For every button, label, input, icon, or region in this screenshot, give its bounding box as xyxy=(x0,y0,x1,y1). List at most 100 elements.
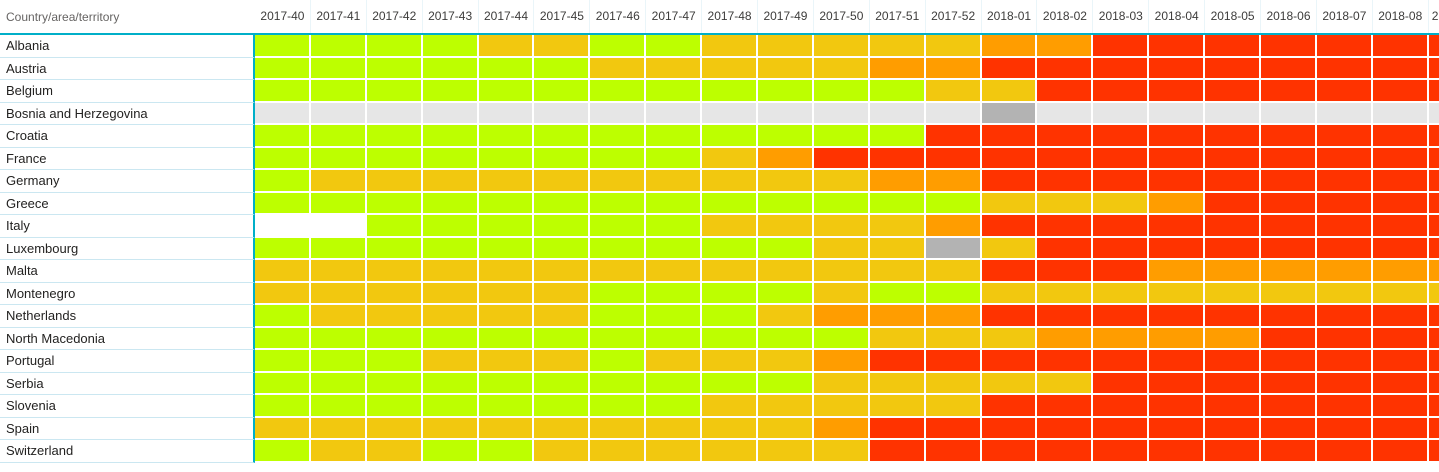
heatmap-cell[interactable] xyxy=(366,395,423,418)
column-header[interactable]: 2017-43 xyxy=(423,0,479,33)
heatmap-cell[interactable] xyxy=(1205,80,1262,103)
heatmap-cell[interactable] xyxy=(255,327,311,350)
heatmap-cell[interactable] xyxy=(1093,282,1150,305)
heatmap-cell[interactable] xyxy=(1093,215,1150,238)
heatmap-cell[interactable] xyxy=(869,170,926,193)
heatmap-cell[interactable] xyxy=(1037,35,1094,58)
heatmap-cell[interactable] xyxy=(478,282,535,305)
heatmap-cell[interactable] xyxy=(646,372,703,395)
heatmap-cell[interactable] xyxy=(1149,80,1206,103)
heatmap-cell[interactable] xyxy=(925,372,982,395)
heatmap-cell[interactable] xyxy=(1093,102,1150,125)
heatmap-cell[interactable] xyxy=(1037,305,1094,328)
heatmap-cell[interactable] xyxy=(869,395,926,418)
heatmap-cell[interactable] xyxy=(702,327,759,350)
heatmap-cell[interactable] xyxy=(702,35,759,58)
column-header[interactable]: 2017-40 xyxy=(255,0,311,33)
heatmap-cell[interactable] xyxy=(925,147,982,170)
heatmap-cell[interactable] xyxy=(1316,125,1373,148)
heatmap-cell[interactable] xyxy=(310,147,367,170)
heatmap-cell[interactable] xyxy=(1261,440,1317,463)
heatmap-cell[interactable] xyxy=(981,327,1038,350)
row-label[interactable]: Austria xyxy=(0,57,255,80)
heatmap-cell[interactable] xyxy=(366,57,423,80)
row-label[interactable]: Belgium xyxy=(0,80,255,103)
heatmap-cell[interactable] xyxy=(813,350,870,373)
heatmap-cell[interactable] xyxy=(758,192,814,215)
heatmap-cell[interactable] xyxy=(646,305,703,328)
heatmap-cell[interactable] xyxy=(1372,80,1429,103)
heatmap-cell[interactable] xyxy=(925,215,982,238)
heatmap-cell[interactable] xyxy=(1428,440,1439,463)
row-label[interactable]: France xyxy=(0,147,255,170)
heatmap-cell[interactable] xyxy=(1037,170,1094,193)
heatmap-cell[interactable] xyxy=(646,102,703,125)
heatmap-cell[interactable] xyxy=(255,282,311,305)
heatmap-cell[interactable] xyxy=(422,417,479,440)
heatmap-cell[interactable] xyxy=(1316,372,1373,395)
row-label[interactable]: Germany xyxy=(0,170,255,193)
heatmap-cell[interactable] xyxy=(590,57,647,80)
row-label[interactable]: Croatia xyxy=(0,125,255,148)
heatmap-cell[interactable] xyxy=(310,215,367,238)
heatmap-cell[interactable] xyxy=(646,327,703,350)
heatmap-cell[interactable] xyxy=(1093,327,1150,350)
heatmap-cell[interactable] xyxy=(1149,305,1206,328)
heatmap-cell[interactable] xyxy=(255,395,311,418)
heatmap-cell[interactable] xyxy=(813,327,870,350)
heatmap-cell[interactable] xyxy=(534,215,591,238)
heatmap-cell[interactable] xyxy=(1205,327,1262,350)
heatmap-cell[interactable] xyxy=(925,327,982,350)
heatmap-cell[interactable] xyxy=(1093,372,1150,395)
heatmap-cell[interactable] xyxy=(1428,282,1439,305)
heatmap-cell[interactable] xyxy=(534,327,591,350)
heatmap-cell[interactable] xyxy=(981,192,1038,215)
row-label[interactable]: Slovenia xyxy=(0,395,255,418)
heatmap-cell[interactable] xyxy=(310,305,367,328)
heatmap-cell[interactable] xyxy=(1149,102,1206,125)
heatmap-cell[interactable] xyxy=(478,170,535,193)
heatmap-cell[interactable] xyxy=(1261,350,1317,373)
heatmap-cell[interactable] xyxy=(366,170,423,193)
heatmap-cell[interactable] xyxy=(1037,395,1094,418)
column-header[interactable]: 2017-51 xyxy=(870,0,926,33)
heatmap-cell[interactable] xyxy=(1372,102,1429,125)
heatmap-cell[interactable] xyxy=(925,305,982,328)
heatmap-cell[interactable] xyxy=(422,215,479,238)
heatmap-cell[interactable] xyxy=(1205,372,1262,395)
heatmap-cell[interactable] xyxy=(981,170,1038,193)
heatmap-cell[interactable] xyxy=(478,260,535,283)
heatmap-cell[interactable] xyxy=(869,237,926,260)
row-label[interactable]: Albania xyxy=(0,35,255,58)
heatmap-cell[interactable] xyxy=(925,102,982,125)
heatmap-cell[interactable] xyxy=(366,125,423,148)
heatmap-cell[interactable] xyxy=(1149,372,1206,395)
heatmap-cell[interactable] xyxy=(534,372,591,395)
heatmap-cell[interactable] xyxy=(534,147,591,170)
heatmap-cell[interactable] xyxy=(366,215,423,238)
heatmap-cell[interactable] xyxy=(1093,147,1150,170)
heatmap-cell[interactable] xyxy=(310,192,367,215)
heatmap-cell[interactable] xyxy=(310,102,367,125)
heatmap-cell[interactable] xyxy=(702,147,759,170)
heatmap-cell[interactable] xyxy=(869,372,926,395)
heatmap-cell[interactable] xyxy=(1316,260,1373,283)
heatmap-cell[interactable] xyxy=(1093,440,1150,463)
heatmap-cell[interactable] xyxy=(366,192,423,215)
heatmap-cell[interactable] xyxy=(869,215,926,238)
heatmap-cell[interactable] xyxy=(478,327,535,350)
heatmap-cell[interactable] xyxy=(310,237,367,260)
heatmap-cell[interactable] xyxy=(366,102,423,125)
heatmap-cell[interactable] xyxy=(534,57,591,80)
heatmap-cell[interactable] xyxy=(255,215,311,238)
column-header[interactable]: 2018-05 xyxy=(1205,0,1262,33)
heatmap-cell[interactable] xyxy=(534,282,591,305)
heatmap-cell[interactable] xyxy=(702,192,759,215)
heatmap-cell[interactable] xyxy=(422,440,479,463)
heatmap-cell[interactable] xyxy=(422,80,479,103)
heatmap-cell[interactable] xyxy=(702,395,759,418)
heatmap-cell[interactable] xyxy=(646,192,703,215)
heatmap-cell[interactable] xyxy=(1316,102,1373,125)
column-header[interactable]: 2017-45 xyxy=(534,0,591,33)
heatmap-cell[interactable] xyxy=(1149,350,1206,373)
